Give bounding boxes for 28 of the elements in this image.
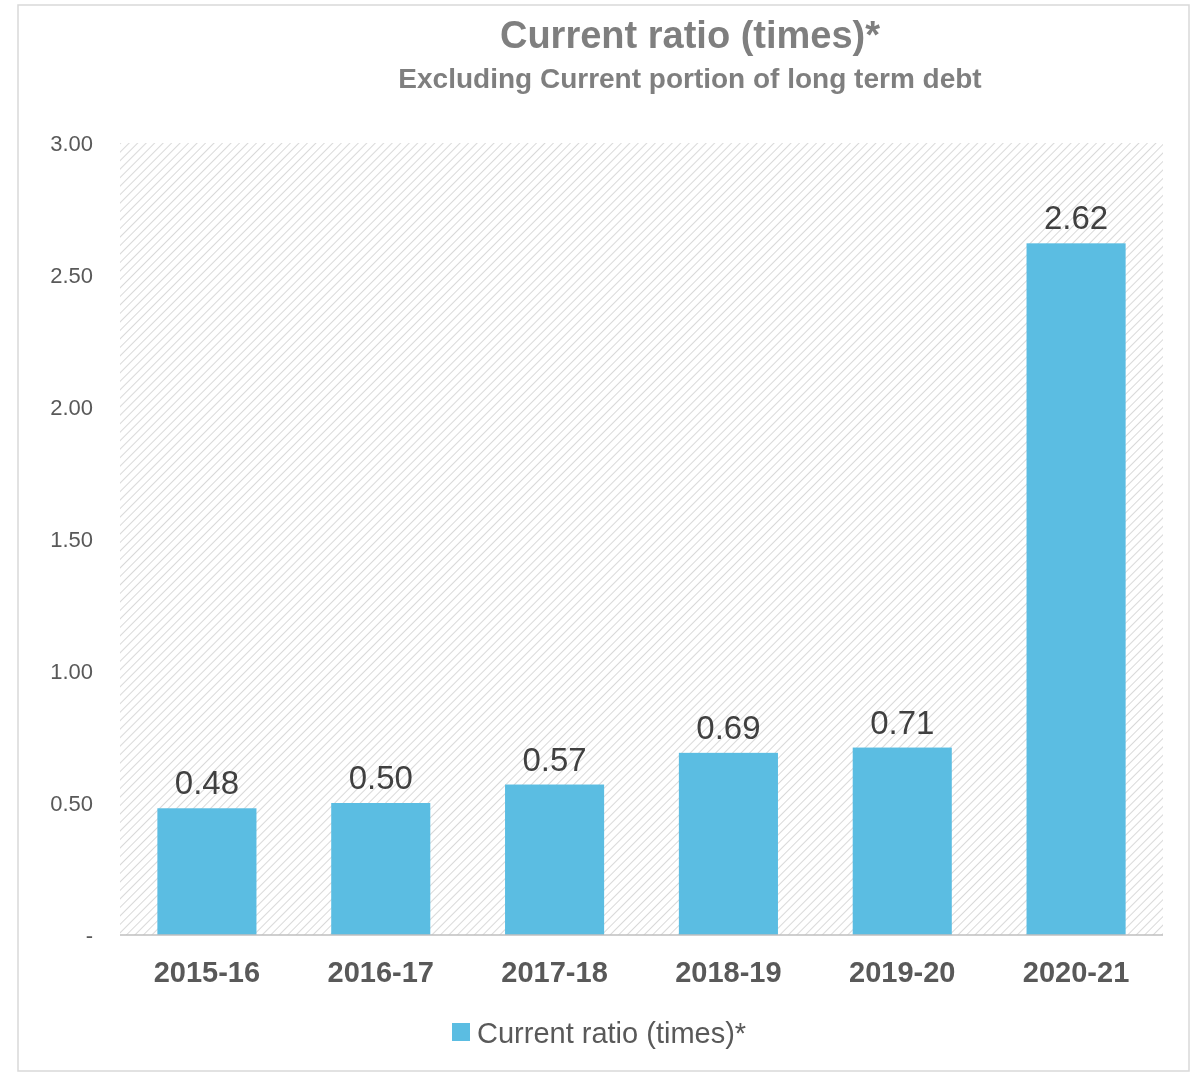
x-tick-label: 2016-17 — [327, 956, 434, 988]
text: 0.57 — [522, 740, 587, 778]
y-tick-label: 3.00 — [50, 130, 93, 156]
y-tick-label: - — [85, 922, 93, 948]
x-tick-label: 2015-16 — [153, 956, 261, 988]
text: 0.50 — [348, 759, 413, 796]
bar — [852, 747, 952, 935]
text: 0.48 — [174, 764, 240, 802]
chart-title: Current ratio (times)* — [499, 14, 881, 56]
y-tick-label: 2.00 — [50, 394, 93, 420]
chart-subtitle: Excluding Current portion of long term debt — [398, 63, 982, 94]
bar — [678, 752, 778, 935]
y-tick-label: 2.50 — [50, 262, 93, 288]
bar — [505, 784, 605, 935]
legend-label: Current ratio (times)* — [477, 1017, 747, 1050]
y-tick-label: 1.50 — [50, 526, 93, 552]
x-tick-label: 2019-20 — [849, 956, 956, 988]
text: 2.62 — [1043, 199, 1109, 237]
x-tick-label: 2017-18 — [501, 956, 608, 988]
x-tick-label: 2020-21 — [1022, 956, 1130, 988]
y-tick-label: 0.50 — [50, 790, 93, 816]
text: 0.71 — [870, 703, 935, 741]
bar — [331, 803, 431, 935]
bar — [1026, 243, 1126, 935]
text: 0.69 — [696, 708, 761, 746]
x-tick-label: 2018-19 — [675, 956, 782, 988]
bar — [157, 808, 257, 935]
y-tick-label: 1.00 — [50, 658, 93, 684]
